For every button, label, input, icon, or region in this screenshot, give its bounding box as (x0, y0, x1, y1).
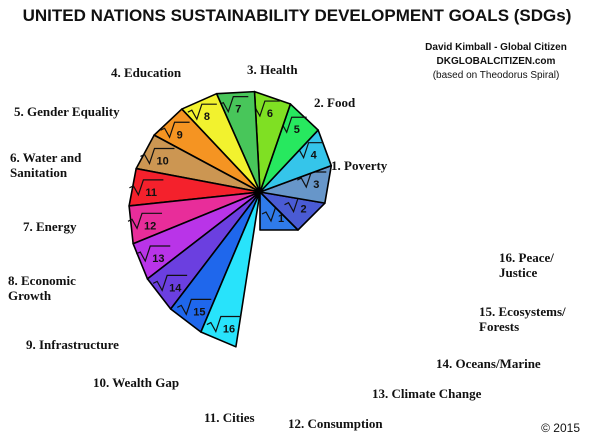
goal-15-number: 15 (193, 306, 205, 318)
goal-11-label: 11. Cities (204, 410, 255, 425)
goal-2-label: 2. Food (314, 95, 356, 110)
goal-10-radical-sign (140, 147, 175, 165)
infographic-title: UNITED NATIONS SUSTAINABILITY DEVELOPMEN… (22, 6, 572, 25)
goal-15-radical: 15 (177, 298, 212, 318)
goal-3-number: 3 (313, 179, 319, 191)
goal-9-label: 9. Infrastructure (26, 337, 119, 352)
spiral-source-note: (based on Theodorus Spiral) (432, 70, 560, 81)
goal-7-number: 7 (235, 104, 241, 116)
goal-12-radical: 12 (127, 212, 163, 232)
goal-7-radical-sign (219, 96, 249, 114)
goal-16-label: 16. Peace/ Justice (499, 250, 554, 280)
goal-8-number: 8 (204, 111, 210, 123)
website-credit: DKGLOBALCITIZEN.com (436, 56, 556, 67)
goal-11-number: 11 (145, 187, 157, 199)
goal-4-label: 4. Education (111, 65, 182, 80)
goal-11-radical: 11 (129, 179, 164, 199)
goal-11-radical-sign (129, 179, 164, 197)
goal-7-label: 7. Energy (23, 219, 77, 234)
goal-6-number: 6 (267, 108, 273, 120)
goal-5-number: 5 (294, 124, 300, 136)
goal-16-number: 16 (223, 324, 235, 336)
goal-8-label: 8. Economic Growth (8, 273, 76, 303)
goal-13-label: 13. Climate Change (372, 386, 482, 401)
goal-9-radical-sign (160, 121, 190, 139)
goal-15-label: 15. Ecosystems/ Forests (479, 304, 566, 334)
goal-13-radical: 13 (135, 245, 171, 265)
goal-10-label: 10. Wealth Gap (93, 375, 180, 390)
goal-12-number: 12 (144, 220, 156, 232)
goal-14-number: 14 (169, 282, 182, 294)
goal-8-radical: 8 (187, 103, 217, 123)
goal-5-label: 5. Gender Equality (14, 104, 120, 119)
goal-4-number: 4 (311, 150, 318, 162)
goal-12-radical-sign (127, 212, 163, 230)
goal-15-radical-sign (177, 298, 212, 316)
goal-2-number: 2 (301, 204, 307, 216)
goal-9-number: 9 (177, 129, 183, 141)
goal-13-radical-sign (135, 245, 171, 263)
goal-7-radical: 7 (219, 96, 249, 116)
goal-14-radical: 14 (152, 274, 188, 294)
goal-6-label: 6. Water and Sanitation (10, 150, 82, 180)
goal-14-radical-sign (152, 274, 188, 292)
author-credit: David Kimball - Global Citizen (425, 42, 567, 53)
goal-8-radical-sign (187, 103, 217, 121)
goal-9-radical: 9 (160, 121, 190, 141)
goal-1-label: 1. Poverty (331, 158, 388, 173)
goal-16-wedge (200, 191, 261, 348)
goal-13-number: 13 (152, 253, 164, 265)
copyright-notice: © 2015 (541, 421, 580, 435)
goal-16-radical: 16 (206, 315, 241, 336)
goal-1-number: 1 (278, 213, 284, 225)
goal-10-number: 10 (156, 155, 168, 167)
goal-3-label: 3. Health (247, 62, 298, 77)
goal-16-radical-sign (206, 315, 241, 334)
goal-14-label: 14. Oceans/Marine (436, 356, 541, 371)
goal-12-label: 12. Consumption (288, 416, 383, 431)
goal-10-radical: 10 (140, 147, 175, 167)
